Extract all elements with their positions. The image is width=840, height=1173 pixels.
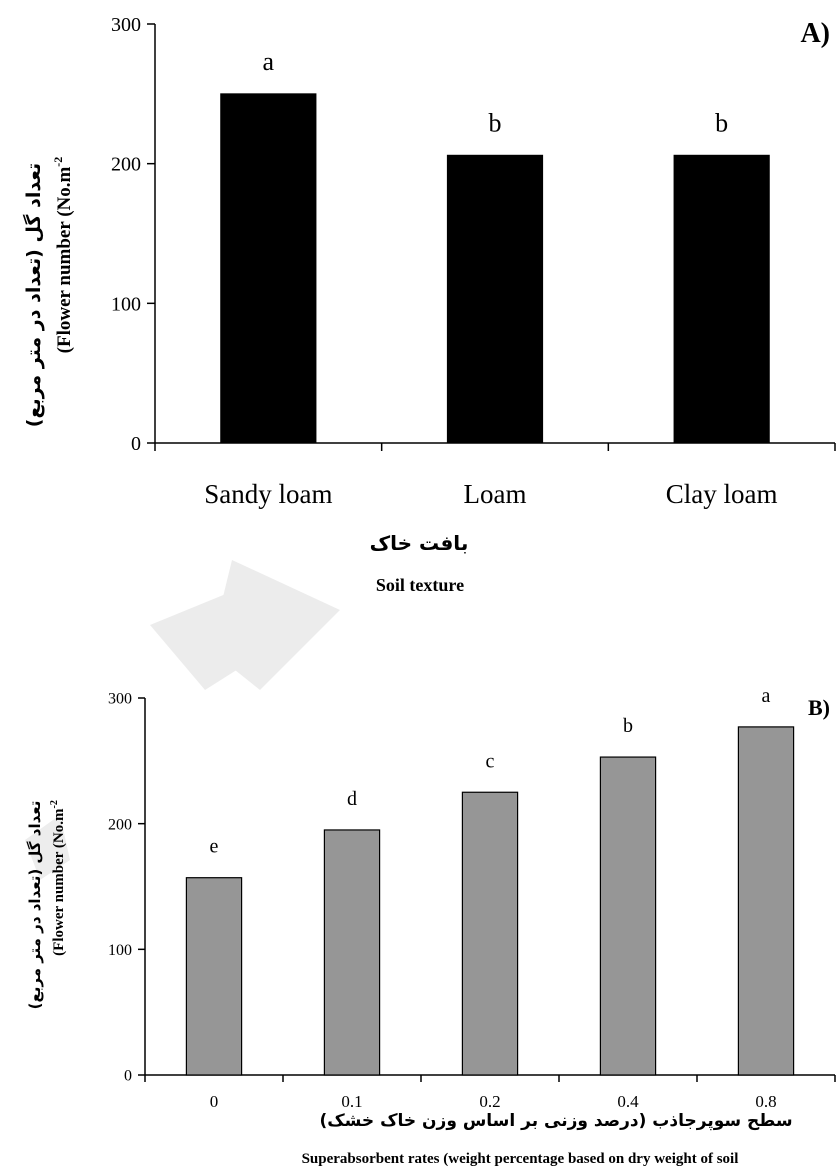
chart-a-y-tick-label: 300 — [111, 14, 141, 36]
chart-b-xlabel-en: Superabsorbent rates (weight percentage … — [302, 1151, 739, 1167]
chart-a-ylabel-fa: تعداد گل (تعداد در متر مربع) — [22, 163, 45, 427]
chart-b-bar — [461, 791, 519, 1076]
chart-b-y-tick-label: 0 — [124, 1068, 132, 1085]
chart-a-y-tick-label: 0 — [131, 433, 141, 455]
chart-a-y-tick-label: 100 — [111, 293, 141, 315]
chart-b-significance-letter: c — [486, 750, 495, 772]
chart-b-x-tick-label: 0 — [210, 1092, 219, 1111]
chart-b-panel-label: B) — [808, 695, 830, 720]
chart-a-x-tick-label: Loam — [464, 479, 527, 509]
chart-b-x-tick-label: 0.2 — [479, 1092, 500, 1111]
chart-b-bar — [185, 877, 243, 1076]
chart-a-xlabel-en: Soil texture — [376, 575, 464, 595]
chart-a-x-tick-label: Clay loam — [666, 479, 778, 509]
chart-b-bars: e 0 d 0.1 c 0.2 b 0.4 a 0.8 — [185, 685, 795, 1111]
chart-b-bar — [599, 756, 657, 1076]
chart-b-bar — [737, 726, 795, 1076]
chart-a: 0 100 200 300 a Sandy loam b Loam b Clay loam A)… — [22, 14, 836, 595]
chart-b-significance-letter: a — [762, 685, 771, 707]
chart-a-significance-letter: b — [715, 108, 728, 137]
chart-a-xlabel-fa: بافت خاک — [370, 531, 469, 555]
chart-a-bar — [446, 154, 544, 444]
chart-b-significance-letter: d — [347, 788, 357, 810]
chart-b-y-tick-label: 100 — [108, 942, 132, 959]
chart-a-panel-label: A) — [800, 18, 830, 49]
chart-b-y-tick-label: 300 — [108, 691, 132, 708]
chart-b-xlabel-fa: سطح سوپرجاذب (درصد وزنی بر اساس وزن خاک … — [319, 1111, 792, 1131]
chart-a-bar — [220, 93, 317, 444]
chart-b-x-tick-label: 0.4 — [617, 1092, 639, 1111]
chart-b-y-tick-label: 200 — [108, 816, 132, 833]
chart-a-x-tick-label: Sandy loam — [204, 479, 332, 509]
chart-b-ylabel-fa: تعداد گل (تعداد در متر مربع) — [26, 801, 44, 1010]
chart-b-bar — [323, 829, 381, 1076]
chart-a-ylabel-en: (Flower number (No.m-2 — [51, 157, 75, 354]
chart-a-bars: a Sandy loam b Loam b Clay loam — [204, 47, 777, 509]
watermark-arrow — [25, 560, 340, 880]
chart-b-significance-letter: e — [210, 836, 219, 858]
chart-a-y-tick-label: 200 — [111, 154, 141, 176]
chart-a-ylabel: تعداد گل (تعداد در متر مربع) (Flower num… — [22, 157, 75, 428]
chart-a-significance-letter: b — [489, 108, 502, 137]
chart-b-x-tick-label: 0.8 — [755, 1092, 776, 1111]
chart-b-ylabel-en: (Flower number (No.m-2 — [49, 800, 67, 956]
chart-b: 0 100 200 300 e 0 d 0.1 c 0.2 b 0.4 a 0.8 B) تعداد گ… — [26, 685, 836, 1167]
chart-a-bar — [673, 154, 770, 444]
chart-b-x-tick-label: 0.1 — [341, 1092, 362, 1111]
chart-b-significance-letter: b — [623, 715, 633, 737]
chart-a-significance-letter: a — [263, 47, 275, 76]
